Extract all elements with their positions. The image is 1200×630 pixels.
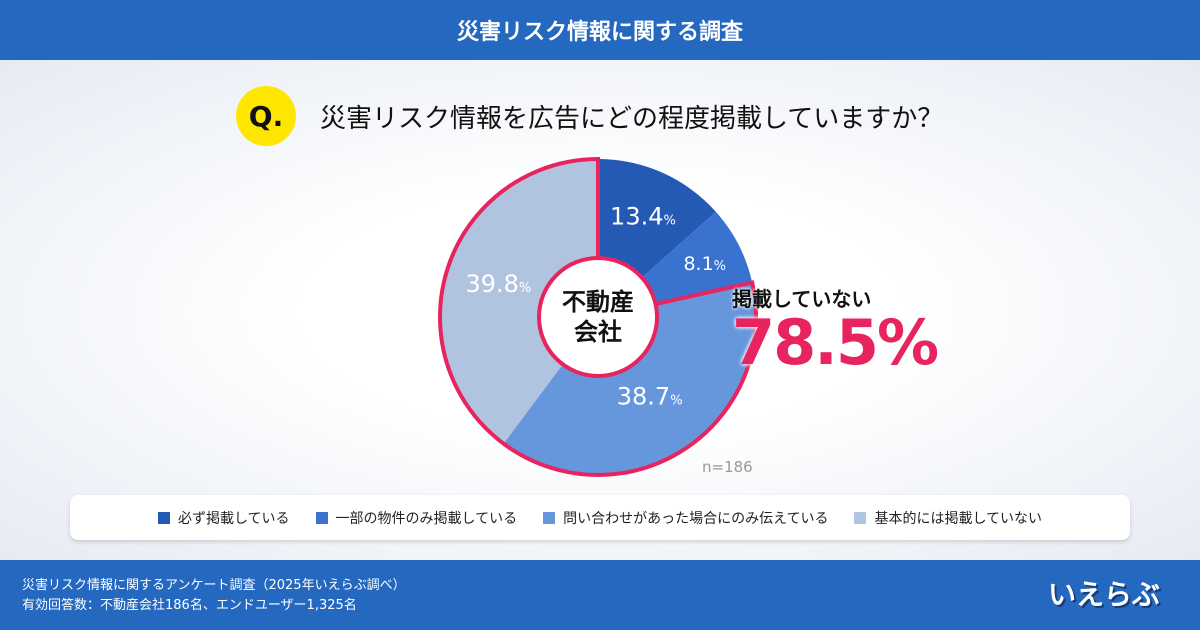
footer-line1: 災害リスク情報に関するアンケート調査（2025年いえらぶ調べ） <box>22 578 406 593</box>
center-circle <box>537 256 659 378</box>
question: Q. 災害リスク情報を広告にどの程度掲載していますか？ <box>236 86 943 146</box>
header: 災害リスク情報に関する調査 <box>0 0 1200 60</box>
legend-label: 一部の物件のみ掲載している <box>335 510 518 527</box>
footer: 災害リスク情報に関するアンケート調査（2025年いえらぶ調べ） 有効回答数：不動… <box>0 560 1200 630</box>
pie-slice <box>503 282 756 475</box>
data-label: 8.1% <box>683 253 726 275</box>
footer-line2: 有効回答数：不動産会社186名、エンドユーザー1,325名 <box>22 598 357 613</box>
legend-label: 問い合わせがあった場合にのみ伝えている <box>563 510 829 527</box>
highlight-value: 78.5% <box>732 306 939 379</box>
legend-item: 必ず掲載している <box>157 508 290 528</box>
question-text: 災害リスク情報を広告にどの程度掲載していますか？ <box>320 103 944 134</box>
sample-size: n=186 <box>702 458 753 476</box>
pie-slice <box>439 159 598 444</box>
legend-item: 問い合わせがあった場合にのみ伝えている <box>543 508 828 528</box>
highlight-label: 掲載していない <box>732 287 872 311</box>
question-badge: Q. <box>236 86 296 146</box>
legend-item: 基本的には掲載していない <box>854 508 1042 528</box>
header-title: 災害リスク情報に関する調査 <box>456 20 743 45</box>
legend-item: 一部の物件のみ掲載している <box>315 508 518 528</box>
legend-swatch <box>315 511 328 524</box>
logo: いえらぶ <box>1047 578 1160 611</box>
highlight-outline <box>438 156 758 477</box>
center-label-line1: 不動産 <box>562 288 634 316</box>
legend-swatch <box>157 511 170 524</box>
legend: 必ず掲載している 一部の物件のみ掲載している 問い合わせがあった場合にのみ伝えて… <box>70 495 1130 540</box>
center-label-line2: 会社 <box>574 318 622 346</box>
pie-chart: 不動産 会社 13.4%8.1%38.7%39.8% <box>438 156 758 477</box>
legend-label: 基本的には掲載していない <box>874 510 1043 527</box>
highlight-callout: 掲載していない 78.5% <box>732 283 939 379</box>
legend-swatch <box>543 511 556 524</box>
legend-label: 必ず掲載している <box>177 510 290 527</box>
legend-swatch <box>854 511 867 524</box>
